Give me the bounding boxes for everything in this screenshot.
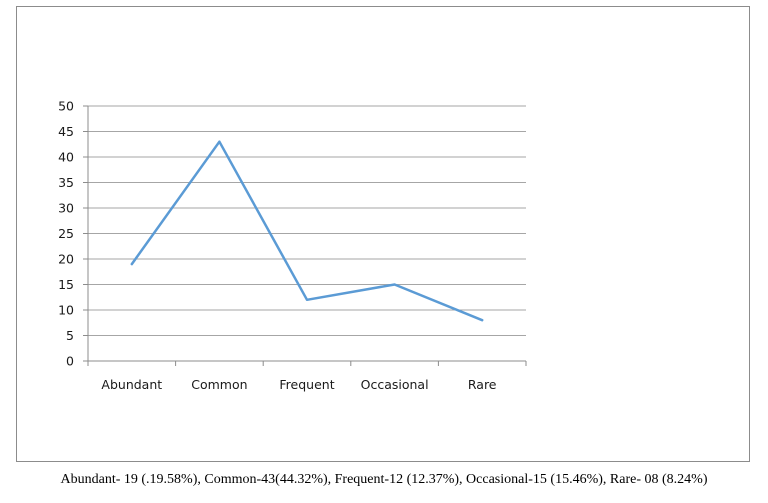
series-group (130, 140, 484, 322)
y-tick-label: 15 (58, 277, 74, 292)
y-tick-label: 30 (58, 201, 74, 216)
x-tick-label: Rare (468, 377, 497, 392)
x-tick-label: Frequent (279, 377, 334, 392)
x-tick-label: Common (191, 377, 247, 392)
y-axis-tick-labels: 0 5 10 15 20 25 30 35 40 45 50 (58, 99, 74, 369)
y-tick-label: 25 (58, 226, 74, 241)
gridlines (88, 105, 526, 336)
y-tick-label: 35 (58, 175, 74, 190)
x-tick-label: Occasional (361, 377, 429, 392)
series-line (130, 140, 484, 322)
figure-caption: Abundant- 19 (.19.58%), Common-43(44.32%… (60, 472, 708, 487)
y-tick-label: 50 (58, 99, 74, 114)
y-tick-label: 10 (58, 303, 74, 318)
y-tick-label: 5 (66, 328, 74, 343)
x-axis-tick-labels: Abundant Common Frequent Occasional Rare (101, 377, 496, 392)
y-tick-label: 40 (58, 150, 74, 165)
x-tick-label: Abundant (101, 377, 162, 392)
y-tick-label: 20 (58, 252, 74, 267)
y-tick-label: 0 (66, 354, 74, 369)
y-tick-label: 45 (58, 124, 74, 139)
axes (83, 105, 527, 366)
